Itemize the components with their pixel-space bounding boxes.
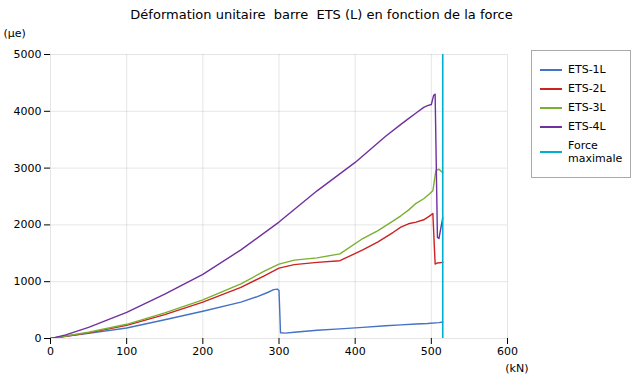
svg-text:5000: 5000 [14,48,42,61]
svg-text:(kN): (kN) [505,362,528,375]
svg-text:600: 600 [497,345,518,358]
svg-text:100: 100 [116,345,137,358]
svg-text:0: 0 [35,332,42,345]
svg-text:4000: 4000 [14,105,42,118]
html-text:Déformation unitaire barre ETS: Déformation unitaire barre ETS (L) en fo… [130,7,513,22]
svg-text:(μe): (μe) [4,27,26,40]
svg-text:2000: 2000 [14,218,42,231]
svg-text:500: 500 [421,345,442,358]
html-text:ETS-2L: ETS-2L [568,82,606,95]
svg-text:300: 300 [269,345,290,358]
svg-text:0: 0 [47,345,54,358]
svg-text:3000: 3000 [14,162,42,175]
html-text:Force maximale: Force maximale [568,139,623,165]
svg-text:200: 200 [192,345,213,358]
html-text:ETS-4L: ETS-4L [568,120,606,133]
svg-text:1000: 1000 [14,275,42,288]
html-text:ETS-3L: ETS-3L [568,101,606,114]
svg-text:400: 400 [345,345,366,358]
html-text:ETS-1L: ETS-1L [568,63,606,76]
